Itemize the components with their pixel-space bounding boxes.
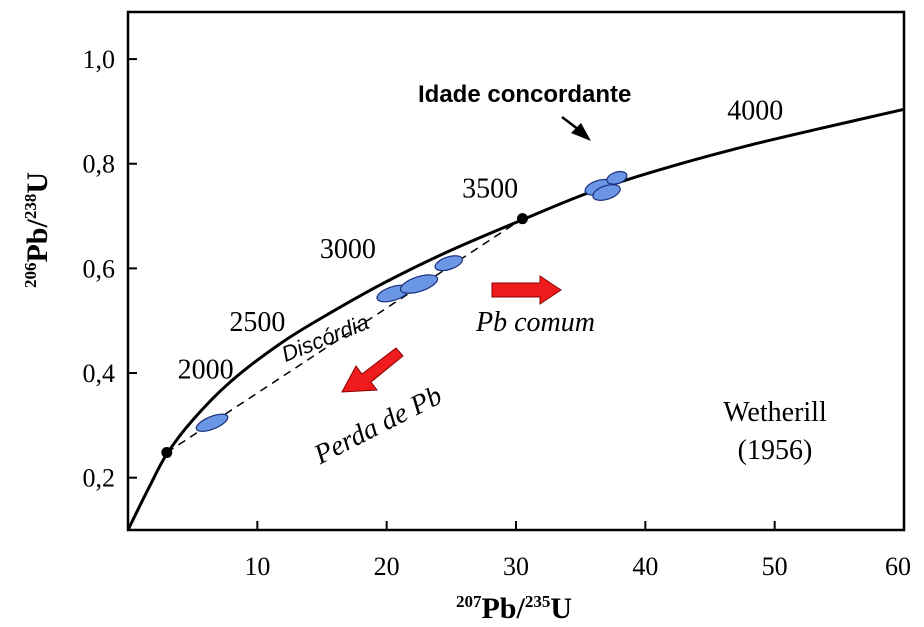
concordia-age-label: 4000 bbox=[727, 95, 783, 126]
pb-loss-label: Perda de Pb bbox=[308, 380, 447, 471]
upper-intercept-point bbox=[516, 213, 528, 225]
analysis-ellipse bbox=[606, 170, 628, 185]
reference-label-line1: Wetherill bbox=[723, 397, 827, 428]
y-axis-title: 206Pb/238U bbox=[21, 172, 54, 288]
axis-ticks: 10 20 30 40 50 60 0,2 0,4 0,6 0,8 1,0 bbox=[83, 45, 912, 581]
concordia-age-label: 3000 bbox=[320, 234, 376, 265]
common-pb-label: Pb comum bbox=[475, 307, 595, 338]
concordia-age-label: 2500 bbox=[229, 307, 285, 338]
analysis-ellipse bbox=[592, 184, 621, 201]
common-pb-arrow bbox=[491, 275, 562, 305]
concordia-age-label: 2000 bbox=[178, 354, 234, 385]
x-tick-label: 20 bbox=[374, 552, 400, 581]
y-tick-label: 1,0 bbox=[83, 45, 116, 74]
analysis-ellipse bbox=[434, 255, 464, 272]
concordia-curve bbox=[128, 107, 904, 530]
x-tick-label: 50 bbox=[762, 552, 788, 581]
analysis-ellipses bbox=[195, 170, 628, 432]
analysis-ellipse bbox=[399, 274, 439, 294]
y-tick-label: 0,6 bbox=[83, 254, 116, 283]
y-tick-label: 0,4 bbox=[83, 359, 116, 388]
age-labels: 2000 2500 3000 3500 4000 bbox=[178, 95, 784, 385]
x-tick-label: 30 bbox=[503, 552, 529, 581]
pb-loss-arrow bbox=[341, 347, 404, 393]
concordant-arrow bbox=[561, 116, 591, 141]
y-tick-label: 0,2 bbox=[83, 464, 116, 493]
analysis-ellipse bbox=[195, 413, 229, 432]
x-tick-label: 40 bbox=[632, 552, 658, 581]
concordant-age-label: Idade concordante bbox=[418, 81, 631, 108]
lower-intercept-point bbox=[161, 447, 173, 459]
discordia-line bbox=[166, 218, 523, 454]
x-tick-label: 60 bbox=[885, 552, 911, 581]
x-tick-label: 10 bbox=[244, 552, 270, 581]
reference-label-line2: (1956) bbox=[738, 435, 813, 466]
y-tick-label: 0,8 bbox=[83, 150, 116, 179]
x-axis-title: 207Pb/235U bbox=[456, 592, 572, 625]
concordia-age-label: 3500 bbox=[462, 174, 518, 205]
discordia-label: Discórdia bbox=[278, 309, 372, 367]
